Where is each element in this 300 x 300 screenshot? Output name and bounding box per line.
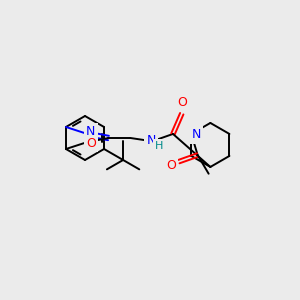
Text: N: N — [192, 128, 201, 141]
Text: O: O — [177, 96, 187, 109]
Text: O: O — [166, 159, 176, 172]
Text: H: H — [155, 141, 164, 151]
Text: N: N — [86, 125, 96, 138]
Text: O: O — [86, 137, 96, 150]
Text: N: N — [146, 134, 156, 147]
